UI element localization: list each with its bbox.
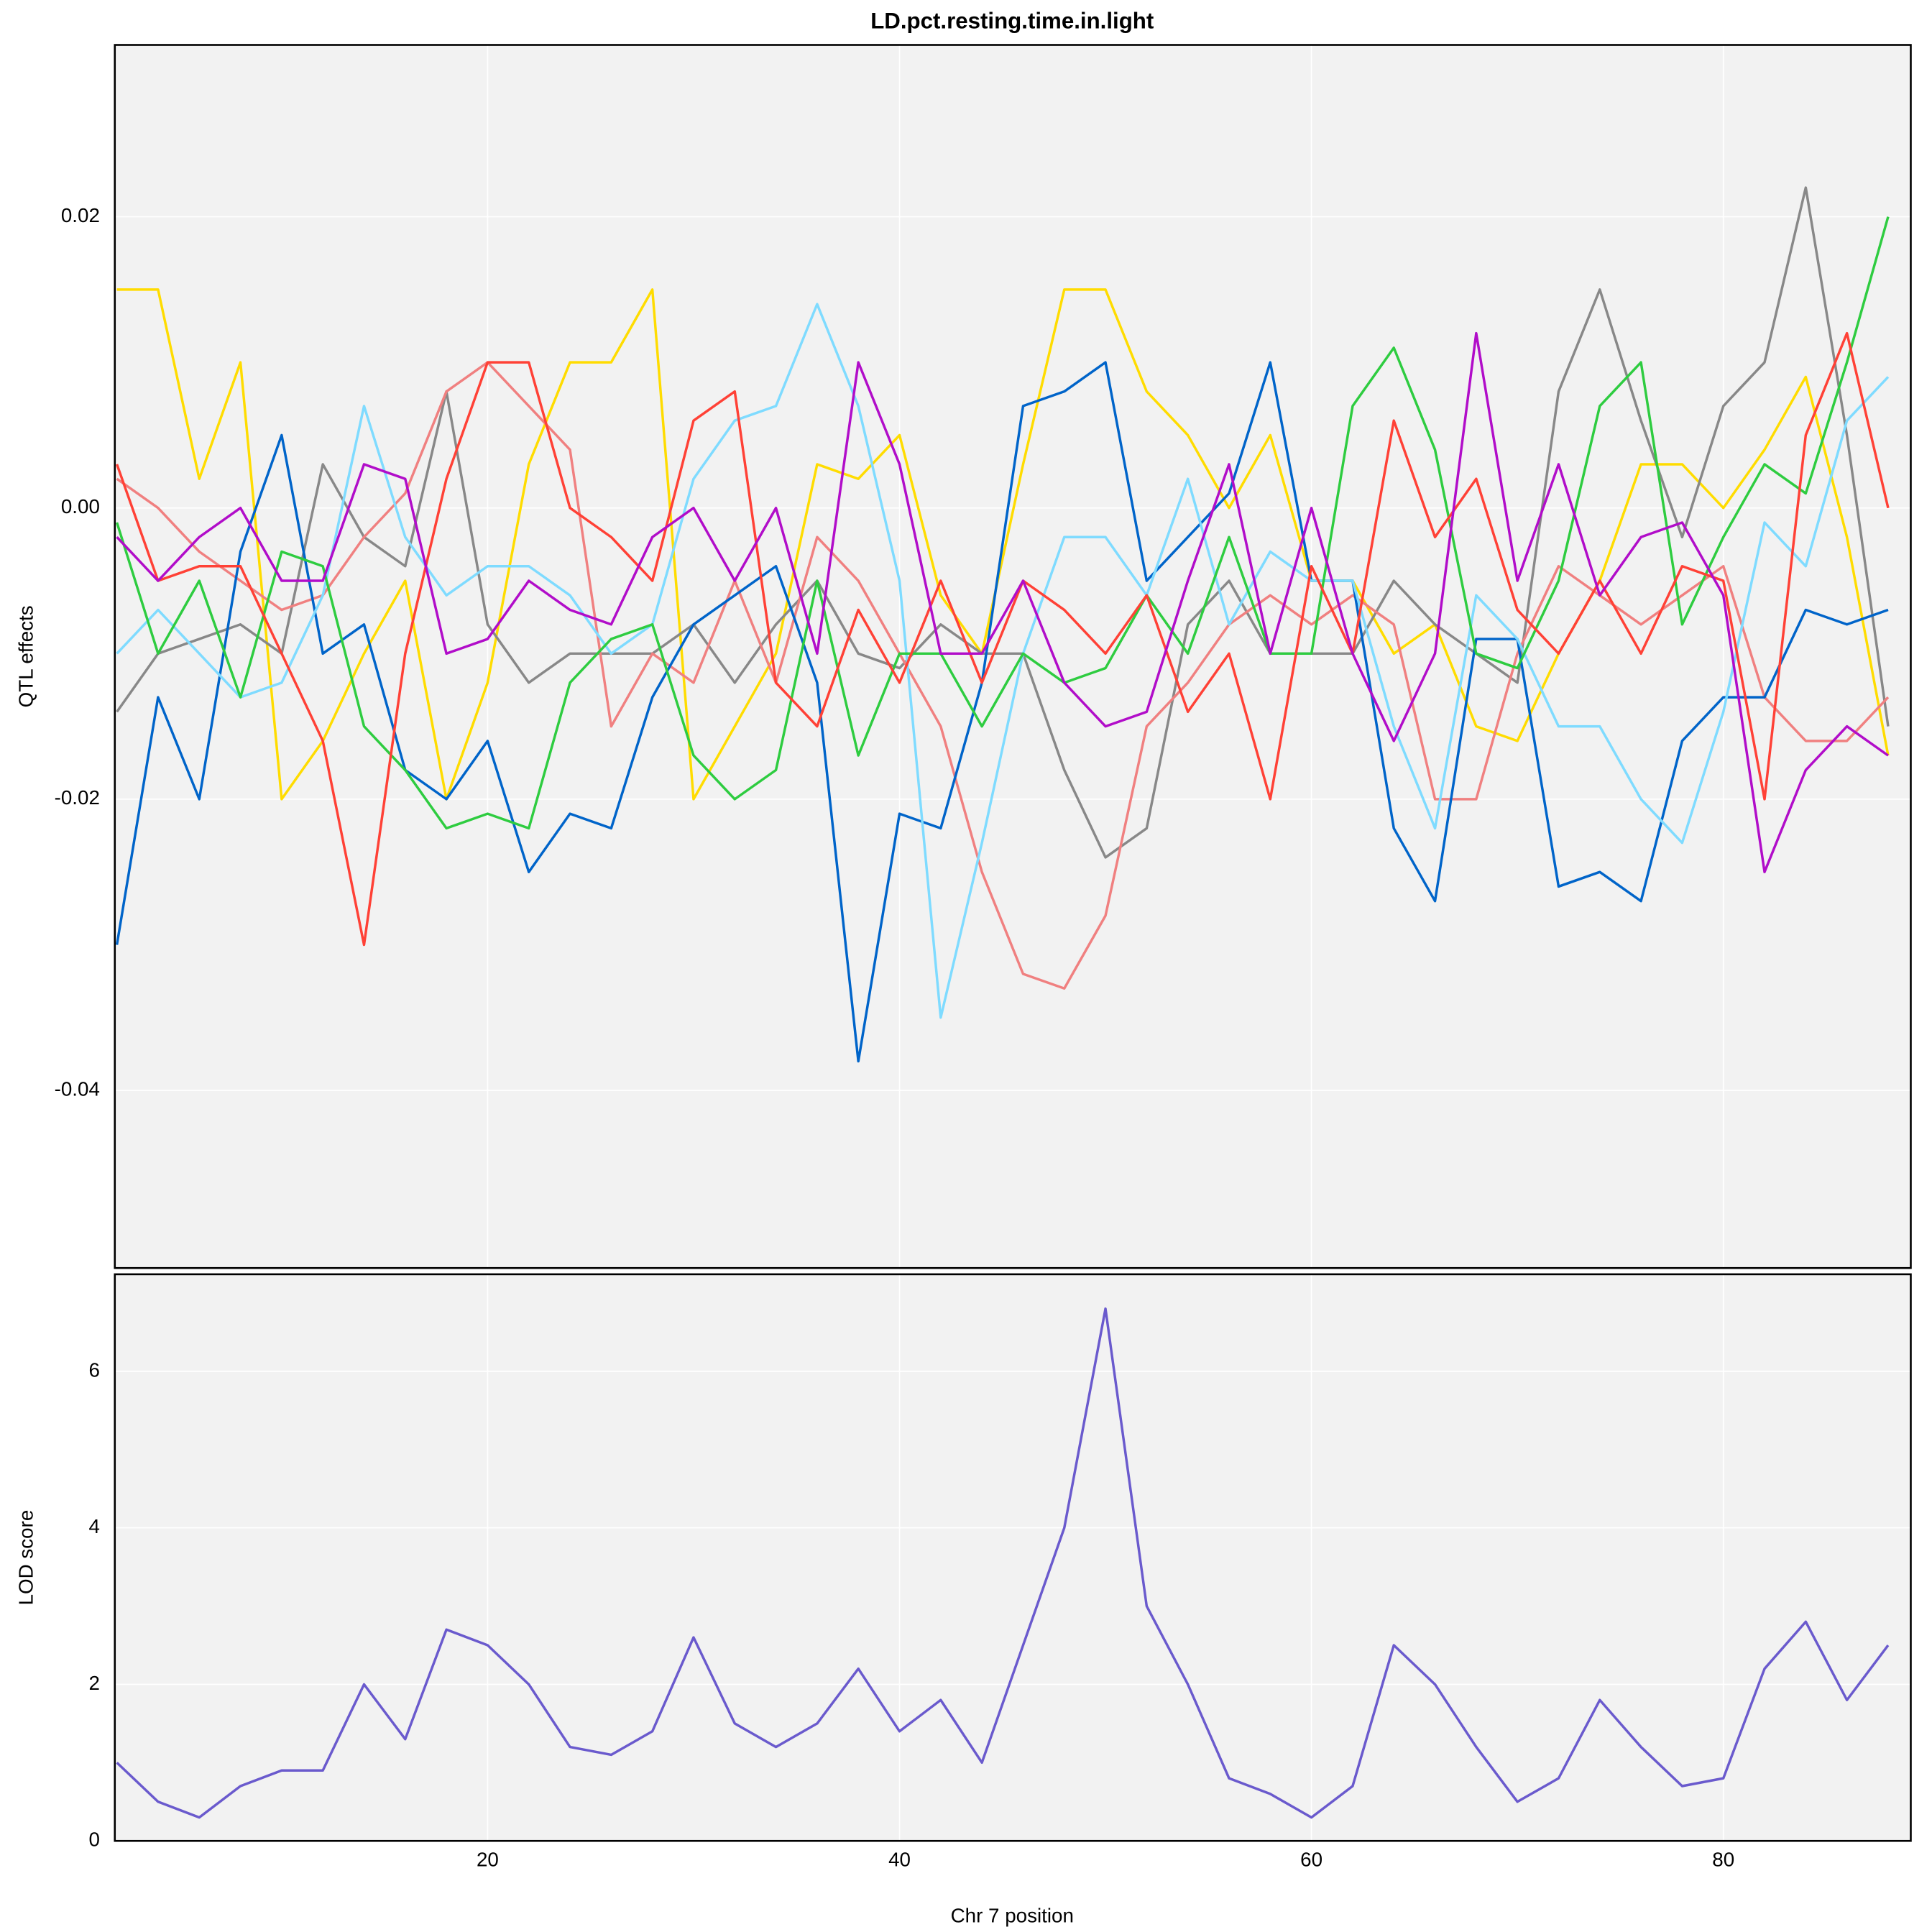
- effect-line: [115, 361, 1889, 1063]
- y-tick-label: 0: [88, 1828, 99, 1851]
- x-tick-label: 80: [1712, 1848, 1734, 1870]
- x-tick-label: 60: [1300, 1848, 1322, 1870]
- y-tick-label: 4: [88, 1515, 99, 1537]
- plot-background: [114, 1274, 1911, 1841]
- plot-border: [114, 44, 1912, 1269]
- effect-line: [116, 303, 1890, 1019]
- y-tick-label: -0.02: [55, 786, 100, 809]
- effect-line: [116, 331, 1889, 873]
- effect-line: [115, 216, 1890, 830]
- effect-line: [115, 331, 1890, 947]
- effect-line: [116, 186, 1890, 859]
- y-tick-label: 6: [88, 1358, 99, 1381]
- y-tick-label: 0.02: [61, 204, 100, 226]
- y-tick-label: 2: [88, 1672, 99, 1694]
- chart-title: LD.pct.resting.time.in.light: [870, 9, 1154, 34]
- y-axis-label: QTL effects: [15, 605, 37, 707]
- y-tick-label: 0.00: [61, 495, 100, 518]
- plot-border: [114, 1273, 1912, 1842]
- x-axis-label: Chr 7 position: [951, 1905, 1074, 1927]
- plot-background: [114, 45, 1911, 1269]
- x-tick-label: 40: [888, 1848, 911, 1870]
- y-tick-label: -0.04: [55, 1077, 100, 1100]
- y-axis-label: LOD score: [15, 1510, 37, 1606]
- x-tick-label: 20: [477, 1848, 499, 1870]
- lod-line: [116, 1307, 1890, 1819]
